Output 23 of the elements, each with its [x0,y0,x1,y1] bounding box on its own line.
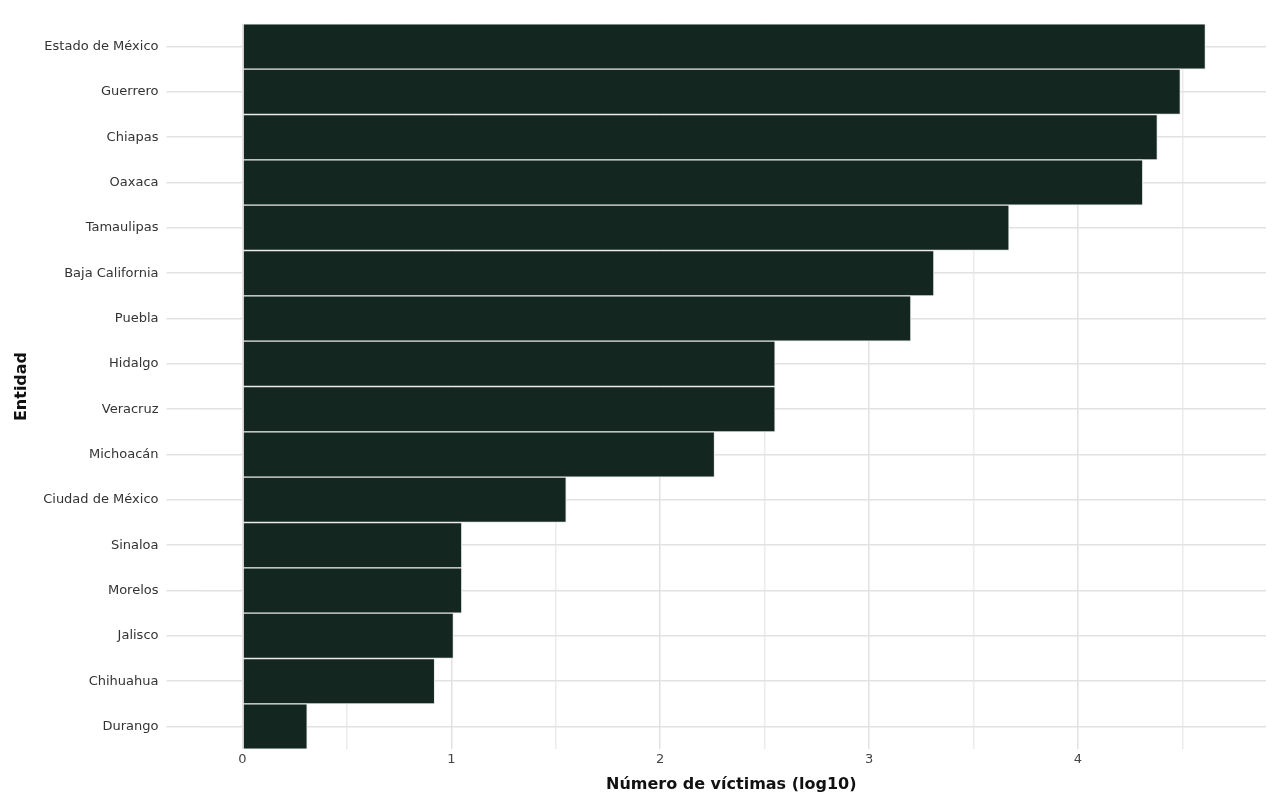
y-tick-label: Jalisco [116,627,159,643]
x-tick-label: 3 [864,751,874,767]
y-tick-label: Baja California [64,264,159,280]
y-tick-label: Ciudad de México [43,491,159,507]
y-tick-label: Morelos [107,581,159,597]
y-axis-title: Entidad [10,351,30,422]
y-tick-label: Oaxaca [109,173,159,189]
x-tick-label: 1 [447,751,456,767]
x-tick-label: 4 [1073,751,1083,767]
y-tick-label: Hidalgo [109,355,159,371]
y-tick-label: Estado de México [44,37,159,53]
x-axis-title: Número de víctimas (log10) [605,773,857,793]
y-tick-label: Chihuahua [88,672,159,688]
y-tick-label: Puebla [114,309,159,325]
y-tick-label: Veracruz [101,400,159,416]
y-tick-label: Chiapas [106,128,159,144]
y-tick-label: Guerrero [101,83,159,99]
x-tick-label: 2 [656,751,665,767]
y-tick-label: Michoacán [89,445,159,461]
y-tick-label: Sinaloa [110,536,159,552]
y-tick-label: Durango [102,717,159,733]
y-tick-label: Tamaulipas [84,219,159,235]
x-tick-label: 0 [238,751,247,767]
